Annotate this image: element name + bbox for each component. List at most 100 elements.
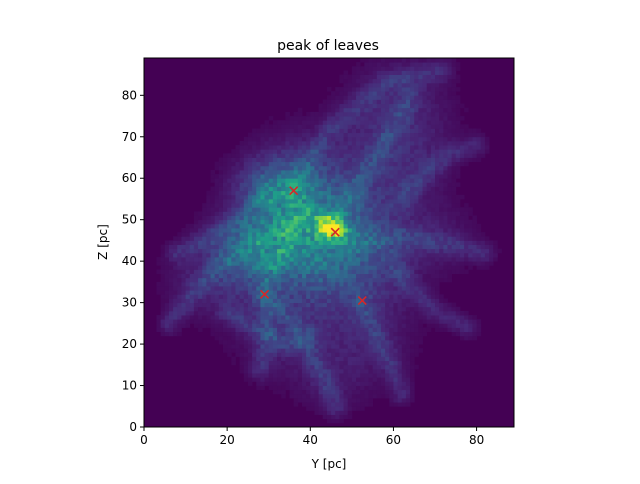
heatmap-cell	[364, 66, 369, 71]
heatmap-cell	[447, 111, 453, 117]
heatmap-cell	[401, 236, 407, 241]
heatmap-cell	[389, 315, 394, 320]
heatmap-cell	[277, 174, 282, 179]
heatmap-cell	[401, 393, 407, 399]
heatmap-cell	[351, 248, 357, 254]
heatmap-cell	[372, 82, 378, 88]
heatmap-cell	[451, 107, 457, 113]
heatmap-cell	[193, 281, 199, 287]
heatmap-cell	[364, 277, 369, 283]
heatmap-cell	[277, 207, 282, 212]
heatmap-cell	[227, 348, 232, 353]
heatmap-cell	[260, 310, 265, 316]
heatmap-cell	[385, 302, 390, 308]
heatmap-cell	[335, 236, 340, 241]
heatmap-cell	[426, 66, 432, 71]
heatmap-cell	[360, 215, 365, 221]
heatmap-cell	[339, 116, 344, 121]
heatmap-cell	[326, 116, 332, 121]
heatmap-cell	[364, 194, 369, 200]
heatmap-cell	[418, 203, 423, 208]
heatmap-cell	[443, 207, 448, 212]
heatmap-cell	[418, 107, 423, 113]
heatmap-cell	[385, 236, 390, 241]
heatmap-cell	[256, 190, 261, 196]
heatmap-cell	[173, 302, 178, 308]
heatmap-cell	[439, 252, 444, 258]
heatmap-cell	[281, 385, 286, 391]
heatmap-cell	[206, 219, 211, 225]
heatmap-cell	[210, 319, 216, 324]
heatmap-cell	[181, 277, 186, 283]
heatmap-cell	[443, 157, 448, 163]
heatmap-cell	[418, 186, 423, 192]
heatmap-cell	[410, 182, 415, 187]
heatmap-cell	[222, 323, 228, 328]
heatmap-cell	[339, 397, 344, 403]
heatmap-cell	[376, 385, 382, 391]
heatmap-cell	[372, 252, 378, 258]
heatmap-cell	[260, 161, 265, 167]
heatmap-cell	[318, 215, 324, 221]
heatmap-cell	[168, 244, 174, 250]
heatmap-cell	[443, 273, 448, 279]
heatmap-cell	[247, 149, 253, 154]
heatmap-cell	[430, 277, 436, 283]
heatmap-cell	[322, 227, 328, 233]
heatmap-cell	[247, 360, 253, 366]
heatmap-cell	[206, 207, 211, 212]
heatmap-cell	[397, 227, 403, 233]
heatmap-cell	[322, 240, 328, 245]
heatmap-cell	[243, 165, 249, 171]
heatmap-cell	[426, 178, 432, 183]
heatmap-cell	[322, 402, 328, 407]
heatmap-cell	[218, 178, 224, 183]
heatmap-cell	[447, 132, 453, 138]
heatmap-cell	[227, 194, 232, 200]
heatmap-cell	[397, 70, 403, 75]
heatmap-cell	[293, 149, 299, 154]
heatmap-cell	[410, 356, 415, 362]
heatmap-cell	[389, 161, 394, 167]
heatmap-cell	[343, 306, 349, 312]
heatmap-cell	[455, 149, 461, 154]
heatmap-cell	[380, 310, 386, 316]
heatmap-cell	[218, 240, 224, 245]
heatmap-cell	[164, 273, 170, 279]
heatmap-cell	[177, 265, 182, 270]
heatmap-cell	[256, 169, 261, 175]
heatmap-cell	[331, 381, 336, 386]
heatmap-cell	[281, 169, 286, 175]
heatmap-cell	[235, 281, 241, 287]
heatmap-cell	[368, 174, 374, 179]
heatmap-cell	[231, 294, 236, 299]
heatmap-cell	[331, 277, 336, 283]
heatmap-cell	[322, 136, 328, 142]
heatmap-cell	[281, 286, 286, 291]
heatmap-cell	[301, 132, 307, 138]
heatmap-cell	[397, 290, 403, 295]
heatmap-cell	[376, 393, 382, 399]
heatmap-cell	[289, 223, 295, 229]
heatmap-cell	[393, 157, 398, 163]
heatmap-cell	[339, 302, 344, 308]
heatmap-cell	[451, 315, 457, 320]
heatmap-cell	[343, 82, 349, 88]
heatmap-cell	[335, 298, 340, 304]
heatmap-cell	[339, 277, 344, 283]
heatmap-cell	[214, 281, 220, 287]
heatmap-cell	[476, 136, 482, 142]
heatmap-cell	[314, 227, 320, 233]
heatmap-cell	[351, 286, 357, 291]
heatmap-cell	[310, 356, 315, 362]
heatmap-cell	[268, 373, 274, 378]
heatmap-cell	[435, 136, 440, 142]
heatmap-cell	[281, 360, 286, 366]
heatmap-cell	[380, 269, 386, 274]
heatmap-cell	[405, 132, 411, 138]
heatmap-cell	[439, 99, 444, 105]
heatmap-cell	[314, 257, 320, 262]
heatmap-cell	[339, 120, 344, 125]
heatmap-cell	[285, 116, 290, 121]
heatmap-cell	[339, 227, 344, 233]
